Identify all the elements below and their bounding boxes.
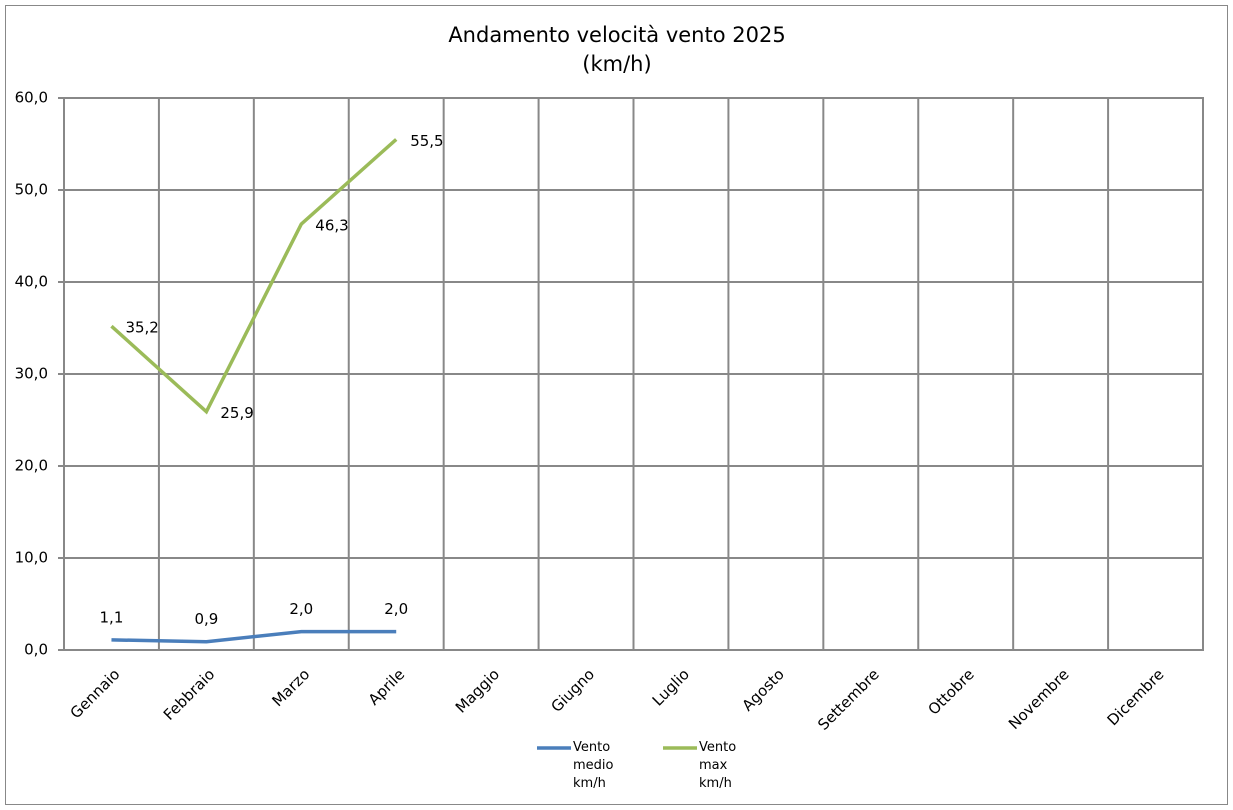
y-tick-label: 20,0 <box>15 457 48 475</box>
y-tick-label: 10,0 <box>15 549 48 567</box>
chart-title: Andamento velocità vento 2025 <box>448 23 785 47</box>
y-tick-label: 60,0 <box>15 89 48 107</box>
data-label: 1,1 <box>100 608 124 626</box>
data-label: 46,3 <box>315 217 348 235</box>
y-tick-label: 50,0 <box>15 181 48 199</box>
legend-label: Vento medio km/h <box>573 740 614 791</box>
chart-subtitle: (km/h) <box>582 52 651 76</box>
y-tick-label: 40,0 <box>15 273 48 291</box>
data-label: 55,5 <box>410 132 443 150</box>
data-label: 2,0 <box>289 600 313 618</box>
legend-label: Vento max km/h <box>699 740 737 791</box>
y-tick-label: 0,0 <box>24 641 48 659</box>
data-label: 25,9 <box>220 404 253 422</box>
data-label: 35,2 <box>125 319 158 337</box>
data-label: 2,0 <box>384 600 408 618</box>
series-line <box>111 629 397 644</box>
series-line <box>110 138 398 415</box>
y-tick-label: 30,0 <box>15 365 48 383</box>
data-label: 0,9 <box>194 610 218 628</box>
